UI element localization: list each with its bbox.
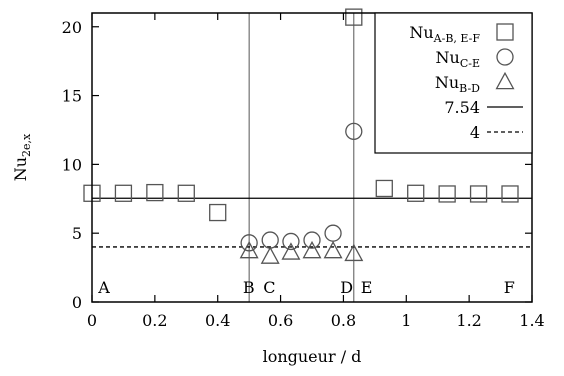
- plot-frame: [91, 12, 533, 303]
- legend-triangle-symbol: [495, 71, 515, 90]
- section-boundary-lines: [248, 13, 355, 302]
- section-label: F: [504, 278, 515, 297]
- legend-circle-symbol: [496, 48, 514, 66]
- square-marker: [146, 183, 164, 202]
- circle-marker: [324, 224, 342, 242]
- y-axis-label-main: Nu: [11, 157, 30, 181]
- square-marker: [501, 185, 519, 203]
- legend-entry-label: 7.54: [444, 98, 480, 117]
- triangle-marker: [239, 240, 259, 259]
- triangle-marker: [281, 242, 301, 260]
- x-axis-label: longueur / d: [263, 347, 362, 366]
- circle-marker: [303, 231, 321, 249]
- x-tick-label: 0.4: [205, 311, 230, 330]
- legend-entry-subscript: A-B, E-F: [433, 32, 481, 45]
- legend-entry-name: Nu: [435, 73, 459, 92]
- square-marker: [177, 184, 195, 202]
- axis-ticks: 0 0.2 0.4 0.6 0.8 1 1.2 1.4 0 5 10 15 20: [62, 13, 545, 330]
- square-marker: [114, 184, 133, 202]
- x-tick-label: 1.2: [456, 311, 481, 330]
- legend-entry-name: Nu: [436, 48, 460, 67]
- legend-entry-label: NuC-E: [436, 48, 480, 70]
- circle-marker: [261, 231, 279, 249]
- x-tick-label: 0.6: [268, 311, 293, 330]
- square-marker: [469, 185, 488, 203]
- section-label: E: [361, 278, 373, 297]
- y-axis-label-subscript: 2e,x: [20, 133, 33, 157]
- circle-marker: [240, 234, 258, 252]
- legend-entry-label: 4: [470, 123, 480, 142]
- x-tick-label: 0.2: [142, 311, 167, 330]
- y-axis-label: Nu2e,x: [11, 133, 33, 181]
- y-tick-label: 15: [62, 87, 82, 106]
- triangle-marker: [260, 246, 280, 264]
- legend-square-symbol: [496, 23, 514, 41]
- section-label: A: [97, 278, 110, 297]
- triangle-marker: [323, 240, 343, 259]
- circle-marker: [282, 232, 300, 251]
- legend-box: [374, 12, 533, 154]
- legend-entry-name: 7.54: [444, 98, 480, 117]
- x-tick-label: 1.4: [519, 311, 544, 330]
- legend-entry-label: NuB-D: [435, 73, 480, 95]
- legend-entry-name: 4: [470, 123, 480, 142]
- triangle-marker: [302, 240, 322, 259]
- square-marker: [438, 185, 456, 203]
- y-tick-label: 0: [72, 293, 82, 312]
- square-marker: [375, 179, 393, 198]
- x-tick-label: 1: [401, 311, 411, 330]
- legend-entry-label: NuA-B, E-F: [409, 23, 480, 45]
- section-label: D: [340, 278, 353, 297]
- circle-marker: [345, 122, 363, 141]
- y-tick-label: 10: [62, 155, 82, 174]
- y-tick-label: 20: [62, 18, 82, 37]
- x-tick-label: 0.8: [331, 311, 356, 330]
- triangle-marker: [344, 243, 364, 262]
- legend-entry-name: Nu: [409, 23, 433, 42]
- square-marker: [407, 184, 425, 202]
- square-marker: [345, 8, 363, 26]
- legend-entry-subscript: B-D: [459, 82, 480, 95]
- square-marker: [209, 203, 227, 222]
- reference-lines: [92, 197, 532, 248]
- x-tick-label: 0: [87, 311, 97, 330]
- y-tick-label: 5: [72, 224, 82, 243]
- section-label: C: [263, 278, 275, 297]
- section-label: B: [243, 278, 255, 297]
- legend-entry-subscript: C-E: [460, 57, 480, 70]
